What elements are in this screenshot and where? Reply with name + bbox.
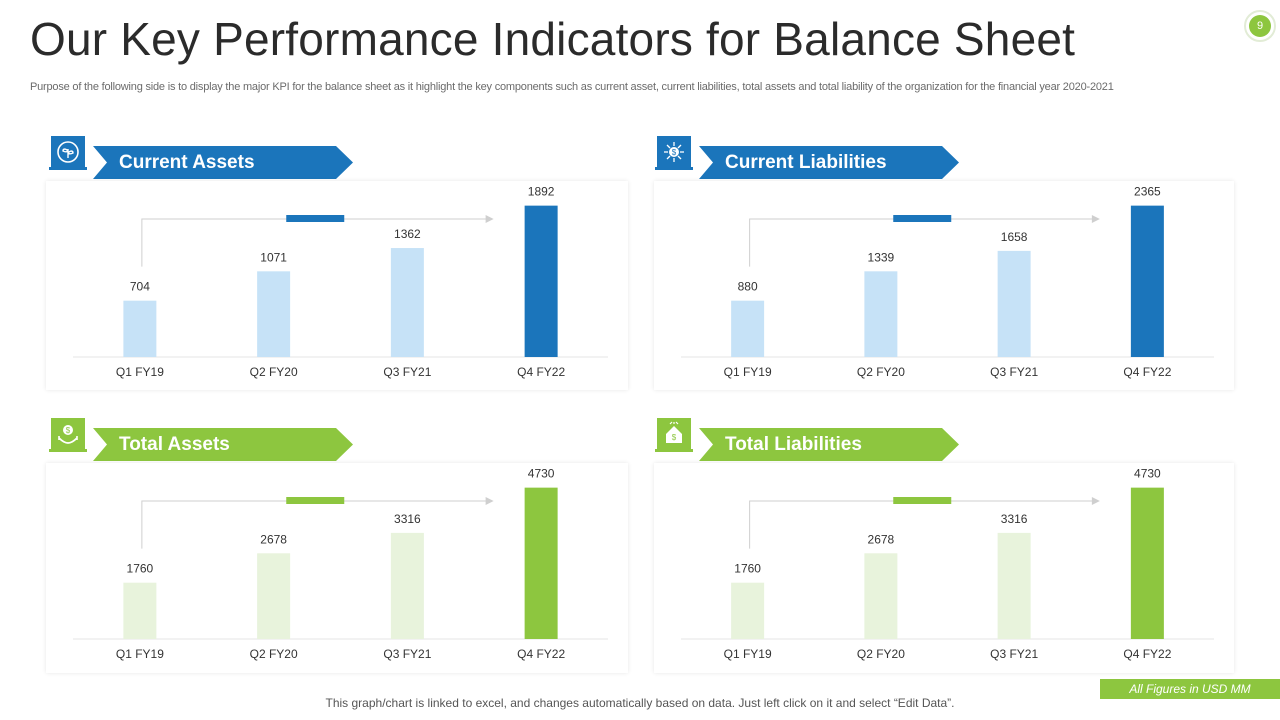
current-liabilities-icon-box: $ xyxy=(655,136,693,170)
growth-connector-line xyxy=(749,218,1093,267)
page-subtitle: Purpose of the following side is to disp… xyxy=(30,81,1114,93)
data-label-2: 2678 xyxy=(868,532,895,546)
page-number: 9 xyxy=(1249,15,1271,37)
data-label-1: 704 xyxy=(130,280,150,294)
total-assets-banner: Total Assets xyxy=(93,428,353,461)
total-liabilities-icon-box: $ xyxy=(655,418,693,452)
data-label-3: 3316 xyxy=(394,512,421,526)
dollar-network-icon: $ xyxy=(657,136,691,167)
data-label-3: 3316 xyxy=(1001,512,1028,526)
total-liabilities-chart[interactable]: 1760 Q1 FY19 2678 Q2 FY20 3316 Q3 FY21 4730 Q4 … xyxy=(654,463,1234,673)
bar-2 xyxy=(864,553,898,639)
data-label-2: 2678 xyxy=(260,532,287,546)
x-tick-label-4: Q4 FY22 xyxy=(517,647,565,661)
x-tick-label-1: Q1 FY19 xyxy=(724,365,772,379)
bar-3 xyxy=(997,532,1031,639)
total-liabilities-banner: Total Liabilities xyxy=(699,428,959,461)
x-tick-label-1: Q1 FY19 xyxy=(116,365,164,379)
growth-connector-line xyxy=(141,500,487,549)
figures-unit-badge: All Figures in USD MM xyxy=(1100,679,1280,699)
data-label-3: 1362 xyxy=(394,227,421,241)
x-tick-label-1: Q1 FY19 xyxy=(724,647,772,661)
x-tick-label-3: Q3 FY21 xyxy=(383,365,431,379)
svg-text:$: $ xyxy=(672,148,677,157)
x-tick-label-4: Q4 FY22 xyxy=(1123,647,1171,661)
bar-1 xyxy=(731,582,765,639)
data-label-4: 1892 xyxy=(528,185,555,199)
bar-1 xyxy=(123,582,157,639)
house-dollar-icon: $ xyxy=(657,418,691,449)
current-assets-chart[interactable]: 704 Q1 FY19 1071 Q2 FY20 1362 Q3 FY21 1892 Q4 F… xyxy=(46,181,628,390)
x-tick-label-2: Q2 FY20 xyxy=(250,365,298,379)
growth-connector-line xyxy=(749,500,1093,549)
x-tick-label-3: Q3 FY21 xyxy=(990,647,1038,661)
growth-arrow-head xyxy=(485,215,494,223)
current-assets-banner: Current Assets xyxy=(93,146,353,179)
total-assets-chart[interactable]: 1760 Q1 FY19 2678 Q2 FY20 3316 Q3 FY21 4730 Q4 … xyxy=(46,463,628,673)
growth-indicator-bar xyxy=(893,215,952,222)
x-tick-label-2: Q2 FY20 xyxy=(857,647,905,661)
x-tick-label-4: Q4 FY22 xyxy=(517,365,565,379)
current-assets-icon-box xyxy=(49,136,87,170)
bar-1 xyxy=(731,300,765,357)
bar-2 xyxy=(864,271,898,357)
data-label-3: 1658 xyxy=(1001,230,1028,244)
growth-connector-line xyxy=(141,218,487,267)
x-tick-label-2: Q2 FY20 xyxy=(857,365,905,379)
current-liabilities-banner: Current Liabilities xyxy=(699,146,959,179)
bar-4 xyxy=(524,205,558,357)
bar-3 xyxy=(390,248,424,357)
x-tick-label-3: Q3 FY21 xyxy=(383,647,431,661)
bar-2 xyxy=(257,271,291,357)
x-tick-label-4: Q4 FY22 xyxy=(1123,365,1171,379)
bar-4 xyxy=(1130,205,1164,357)
x-tick-label-2: Q2 FY20 xyxy=(250,647,298,661)
svg-text:$: $ xyxy=(66,426,71,435)
x-tick-label-3: Q3 FY21 xyxy=(990,365,1038,379)
x-tick-label-1: Q1 FY19 xyxy=(116,647,164,661)
bar-3 xyxy=(997,250,1031,357)
total-assets-icon-box: $ xyxy=(49,418,87,452)
growth-arrow-head xyxy=(1091,215,1100,223)
hand-coin-icon: $ xyxy=(51,418,85,449)
page-number-badge: 9 xyxy=(1244,10,1276,42)
data-label-4: 4730 xyxy=(1134,467,1161,481)
data-label-2: 1071 xyxy=(260,250,287,264)
bar-3 xyxy=(390,532,424,639)
money-plant-icon xyxy=(51,136,85,167)
data-label-4: 2365 xyxy=(1134,185,1161,199)
data-label-1: 1760 xyxy=(734,562,761,576)
page-title: Our Key Performance Indicators for Balan… xyxy=(30,13,1076,65)
data-label-1: 880 xyxy=(738,280,758,294)
growth-indicator-bar xyxy=(893,497,952,504)
growth-arrow-head xyxy=(485,497,494,505)
growth-arrow-head xyxy=(1091,497,1100,505)
svg-text:$: $ xyxy=(672,433,677,442)
growth-indicator-bar xyxy=(286,215,345,222)
bar-4 xyxy=(1130,487,1164,639)
data-label-1: 1760 xyxy=(127,562,154,576)
growth-indicator-bar xyxy=(286,497,345,504)
bar-4 xyxy=(524,487,558,639)
bar-2 xyxy=(257,553,291,639)
footer-note: This graph/chart is linked to excel, and… xyxy=(325,696,955,710)
current-liabilities-chart[interactable]: 880 Q1 FY19 1339 Q2 FY20 1658 Q3 FY21 2365 Q4 F… xyxy=(654,181,1234,390)
data-label-4: 4730 xyxy=(528,467,555,481)
data-label-2: 1339 xyxy=(868,250,895,264)
bar-1 xyxy=(123,300,157,357)
